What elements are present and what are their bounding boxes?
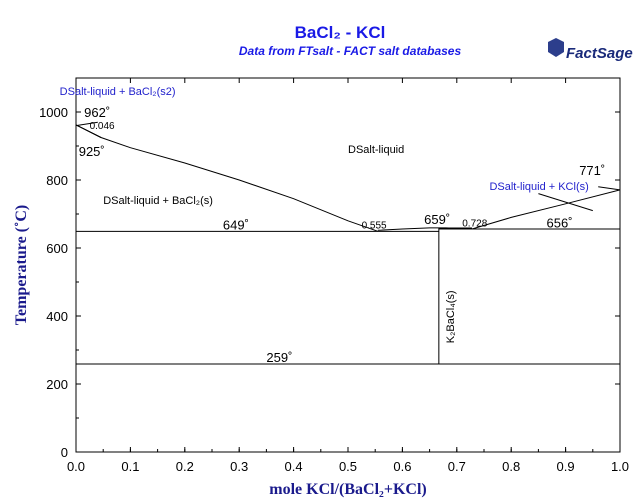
x-tick-label: 0.1 [121, 459, 139, 474]
composition-label: 0.046 [90, 121, 115, 132]
plot-frame [75, 77, 621, 453]
x-tick-label: 0.8 [502, 459, 520, 474]
y-tick-label: 1000 [39, 105, 68, 120]
temperature-label: 259˚ [266, 350, 292, 365]
temperature-label: 962˚ [84, 105, 110, 120]
phase-label: DSalt-liquid + BaCl₂(s) [103, 195, 213, 207]
axis-ticks: 0.0 0.1 0.2 0.3 0.4 0.5 0.6 0.7 0.8 0.9 1.0 0 200 400… [39, 77, 629, 474]
temperature-label: 649˚ [223, 217, 249, 232]
phase-boundary-line [75, 124, 379, 232]
phase-boundary-line [538, 193, 593, 212]
temperature-label: 925˚ [79, 144, 105, 159]
temperature-label: 771˚ [579, 163, 605, 178]
phase-label: K₂BaCl₄(s) [445, 290, 457, 343]
x-tick-label: 0.7 [448, 459, 466, 474]
phase-label: DSalt-liquid + KCl(s) [489, 181, 588, 193]
temperature-label: 656˚ [547, 216, 573, 231]
x-tick-label: 0.3 [230, 459, 248, 474]
x-tick-label: 0.5 [339, 459, 357, 474]
phase-boundaries [75, 121, 621, 365]
temperature-label: 659˚ [424, 212, 450, 227]
y-axis-label: Temperature (˚C) [13, 205, 30, 325]
y-tick-label: 0 [61, 445, 68, 460]
x-tick-label: 0.4 [285, 459, 303, 474]
phase-boundary-line [75, 124, 102, 138]
y-tick-label: 400 [46, 309, 68, 324]
chart-title: BaCl₂ - KCl [295, 23, 386, 42]
composition-label: 0.555 [362, 220, 387, 231]
y-tick-label: 600 [46, 241, 68, 256]
phase-boundary-line [598, 186, 621, 191]
factsage-logo-icon [548, 38, 564, 57]
y-tick-label: 800 [46, 173, 68, 188]
phase-label: DSalt-liquid [348, 144, 404, 156]
composition-label: 0.728 [462, 219, 487, 230]
x-tick-label: 1.0 [611, 459, 629, 474]
annotations: DSalt-liquid DSalt-liquid + BaCl₂(s) DSalt… [60, 86, 606, 365]
phase-label: DSalt-liquid + BaCl₂(s2) [60, 86, 176, 98]
chart-subtitle: Data from FTsalt - FACT salt databases [239, 44, 462, 58]
x-tick-label: 0.9 [557, 459, 575, 474]
x-tick-label: 0.0 [67, 459, 85, 474]
phase-boundary-line [75, 121, 98, 127]
phase-boundary-line [471, 189, 621, 230]
y-tick-label: 200 [46, 377, 68, 392]
x-axis-label: mole KCl/(BaCl₂+KCl) [269, 481, 426, 498]
x-tick-label: 0.2 [176, 459, 194, 474]
factsage-logo-text: FactSage [566, 45, 633, 62]
factsage-logo: FactSage [548, 38, 633, 62]
x-tick-label: 0.6 [393, 459, 411, 474]
